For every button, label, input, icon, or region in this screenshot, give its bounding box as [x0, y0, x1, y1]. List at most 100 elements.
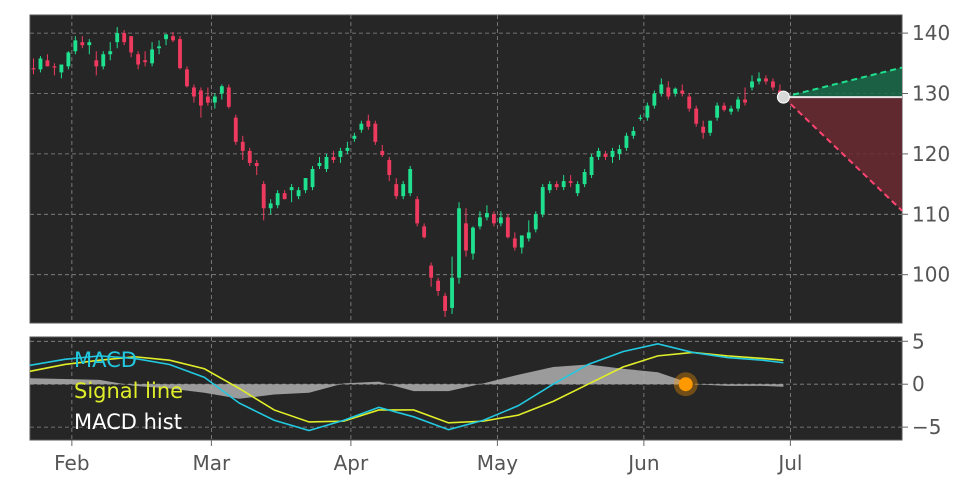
- candle-body: [582, 172, 587, 185]
- crossover-marker: [678, 377, 693, 392]
- candle-body: [192, 87, 196, 97]
- legend-entry-signal: Signal line: [74, 379, 183, 403]
- candle-body: [631, 130, 636, 136]
- signal-line: [29, 351, 784, 424]
- candle-body: [338, 150, 343, 157]
- macd-line: [29, 343, 784, 432]
- candle-body: [743, 99, 747, 103]
- last-price-marker: [776, 90, 790, 104]
- candle-body: [136, 54, 141, 65]
- xtick-label: Feb: [54, 451, 89, 475]
- candle-body: [87, 42, 92, 46]
- candle-body: [589, 156, 594, 176]
- candle-body: [561, 181, 566, 188]
- candle-body: [610, 150, 615, 157]
- candle-body: [568, 181, 573, 183]
- candle-body: [638, 117, 643, 119]
- candle-body: [31, 68, 36, 70]
- candle-body: [373, 123, 378, 142]
- candle-body: [498, 217, 503, 224]
- candle-body: [198, 90, 203, 106]
- candle-body: [247, 150, 252, 163]
- macd-hist-area: [30, 364, 784, 399]
- candle-body: [401, 184, 406, 197]
- candle-body: [303, 178, 308, 191]
- candle-body: [324, 156, 329, 169]
- candle-body: [729, 108, 734, 112]
- candle-body: [143, 60, 148, 63]
- price-plot-area: [29, 14, 903, 324]
- candle-body: [345, 147, 350, 151]
- price-ytick-label: 130: [912, 82, 950, 106]
- projection-up-line: [783, 66, 903, 99]
- candle-body: [394, 184, 399, 197]
- candle-body: [115, 33, 120, 43]
- candle-body: [261, 184, 266, 209]
- xtick-label: Mar: [193, 451, 232, 475]
- candle-body: [596, 150, 601, 157]
- candle-body: [485, 213, 489, 218]
- candle-body: [457, 208, 461, 278]
- candle-body: [512, 238, 517, 248]
- candle-body: [519, 235, 524, 248]
- candle-body: [45, 60, 50, 67]
- candle-body: [73, 40, 78, 52]
- candle-body: [331, 156, 336, 160]
- candle-body: [554, 184, 559, 188]
- xtick-label: Jun: [626, 451, 659, 475]
- candle-body: [317, 162, 322, 166]
- candle-body: [652, 93, 657, 106]
- candle-body: [219, 86, 224, 94]
- candle-body: [436, 280, 441, 291]
- candle-body: [178, 39, 182, 69]
- candle-body: [540, 187, 545, 215]
- candle-body: [764, 78, 768, 82]
- candle-body: [687, 96, 692, 109]
- candle-body: [226, 87, 231, 107]
- candle-body: [673, 88, 678, 94]
- candle-body: [157, 46, 161, 49]
- candle-body: [526, 232, 531, 239]
- x-axis: Feb Mar Apr May Jun Jul: [54, 440, 802, 475]
- macd-panel: 5 0 −5 MACD Signal line MACD hist: [29, 329, 941, 441]
- price-ytick-label: 110: [912, 202, 950, 226]
- candle-body: [380, 150, 385, 156]
- candle-body: [80, 42, 85, 46]
- candle-body: [450, 277, 454, 308]
- candle-body: [185, 69, 189, 87]
- candle-body: [289, 187, 294, 191]
- candle-body: [645, 105, 650, 118]
- candle-body: [101, 54, 106, 67]
- projection-down-line: [782, 96, 903, 212]
- candle-body: [296, 190, 301, 197]
- candle-body: [533, 214, 538, 230]
- candle-body: [164, 34, 168, 40]
- candle-body: [505, 217, 510, 238]
- price-panel: 100 110 120 130 140: [29, 14, 950, 324]
- candle-body: [575, 184, 580, 194]
- candle-body: [443, 295, 447, 311]
- candle-body: [701, 126, 706, 133]
- candle-body: [52, 66, 57, 68]
- candle-body: [94, 60, 99, 67]
- candle-body: [471, 227, 475, 254]
- candle-body: [150, 49, 154, 64]
- candle-body: [694, 108, 699, 124]
- candle-body: [66, 52, 71, 67]
- candle-body: [59, 64, 64, 73]
- candle-body: [491, 214, 496, 224]
- candle-body: [233, 117, 238, 142]
- candle-body: [603, 153, 608, 157]
- candle-body: [415, 199, 420, 224]
- candle-body: [666, 87, 671, 97]
- candle-body: [310, 169, 315, 188]
- candle-body: [659, 84, 664, 94]
- candle-body: [429, 265, 434, 278]
- candle-body: [254, 162, 259, 166]
- price-ytick-label: 140: [912, 21, 950, 45]
- candle-body: [715, 105, 720, 118]
- candle-body: [708, 120, 713, 133]
- macd-ytick-label: 5: [912, 329, 925, 353]
- candle-body: [722, 105, 727, 110]
